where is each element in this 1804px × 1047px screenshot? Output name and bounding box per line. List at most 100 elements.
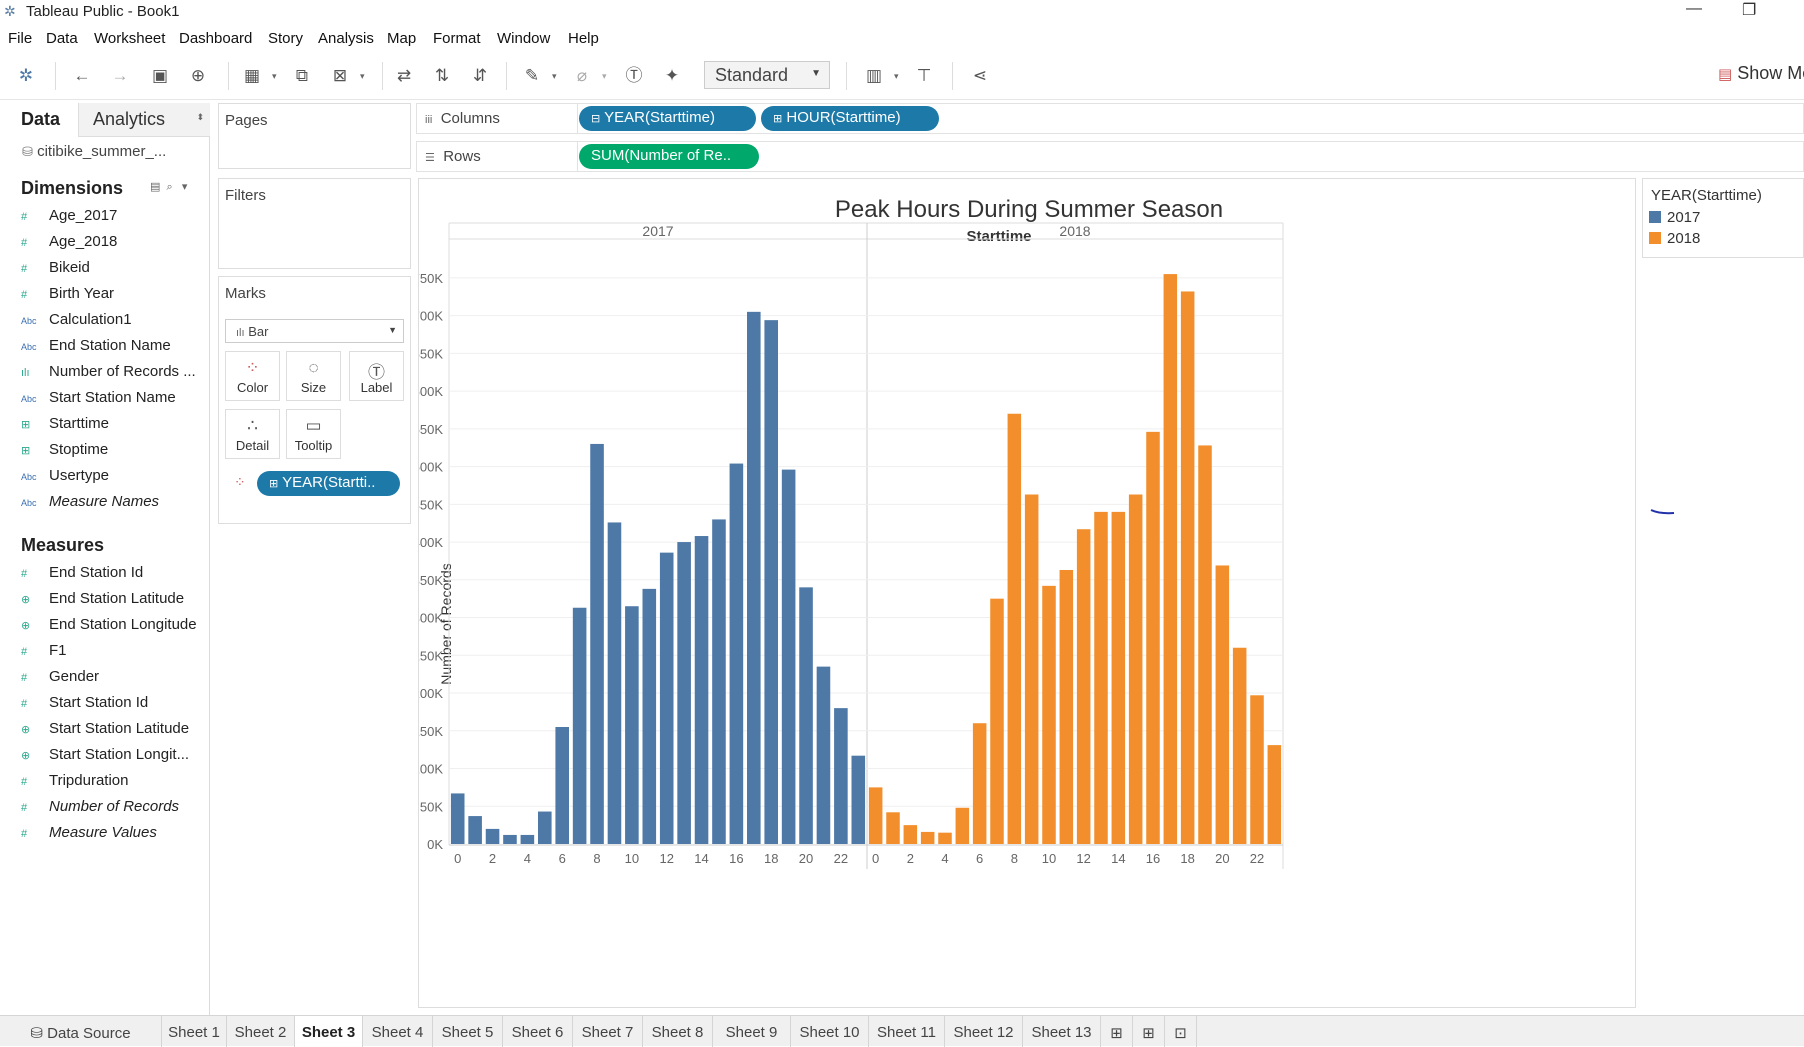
clear-sheet-caret-icon[interactable]: ▾: [360, 71, 365, 81]
view-list-icon[interactable]: ▤: [150, 181, 161, 193]
bar-2017-hour-2[interactable]: [485, 828, 500, 844]
mark-type-select[interactable]: ılı Bar ▼: [225, 319, 404, 343]
menu-window[interactable]: Window: [497, 30, 551, 47]
bar-2017-hour-18[interactable]: [764, 320, 779, 844]
tab-analytics[interactable]: Analytics ⬍: [78, 103, 210, 137]
tab-sheet[interactable]: Sheet 1: [162, 1016, 227, 1047]
restore-icon[interactable]: ❐: [1742, 2, 1757, 19]
bar-2017-hour-11[interactable]: [642, 588, 657, 844]
bar-2017-hour-3[interactable]: [503, 834, 517, 844]
bar-2017-hour-19[interactable]: [781, 469, 796, 844]
bar-2017-hour-13[interactable]: [677, 542, 691, 844]
group-members-icon[interactable]: ⌀: [576, 66, 588, 85]
new-worksheet-caret-icon[interactable]: ▾: [272, 71, 277, 81]
bar-2018-hour-15[interactable]: [1128, 494, 1143, 844]
tab-sheet[interactable]: Sheet 12: [945, 1016, 1023, 1047]
tab-sheet[interactable]: Sheet 2: [227, 1016, 295, 1047]
field-item[interactable]: ⊞ Stoptime: [21, 441, 108, 463]
new-worksheet-icon[interactable]: ⊞: [1101, 1016, 1133, 1047]
field-item[interactable]: Abc End Station Name: [21, 337, 171, 359]
tab-sheet[interactable]: Sheet 3: [295, 1016, 363, 1047]
menu-data[interactable]: Data: [46, 30, 78, 47]
bar-2017-hour-14[interactable]: [694, 536, 709, 844]
sort-ascending-icon[interactable]: ⇅: [434, 66, 450, 85]
tableau-home-icon[interactable]: ✲: [18, 66, 34, 85]
bar-2018-hour-10[interactable]: [1042, 585, 1056, 844]
bar-2017-hour-0[interactable]: [450, 793, 465, 844]
tab-data-source[interactable]: ⛁ Data Source: [0, 1016, 162, 1047]
highlight-caret-icon[interactable]: ▾: [552, 71, 557, 81]
field-item[interactable]: ılı Number of Records ...: [21, 363, 196, 385]
tab-sheet[interactable]: Sheet 10: [791, 1016, 869, 1047]
bar-2018-hour-20[interactable]: [1215, 565, 1230, 844]
tab-sheet[interactable]: Sheet 11: [869, 1016, 945, 1047]
menu-map[interactable]: Map: [387, 30, 417, 47]
tab-sheet[interactable]: Sheet 4: [363, 1016, 433, 1047]
new-worksheet-icon[interactable]: ▦: [243, 66, 261, 85]
show-me-button[interactable]: ▤ Show Me: [1718, 63, 1804, 84]
field-item[interactable]: ⊕ End Station Latitude: [21, 590, 184, 612]
bar-2017-hour-15[interactable]: [712, 519, 726, 844]
bar-2018-hour-22[interactable]: [1250, 695, 1264, 844]
pages-card[interactable]: Pages: [218, 103, 411, 169]
bar-2018-hour-2[interactable]: [903, 825, 918, 844]
bar-2018-hour-8[interactable]: [1007, 413, 1022, 844]
field-item[interactable]: ⊕ End Station Longitude: [21, 616, 197, 638]
bar-2018-hour-13[interactable]: [1094, 511, 1108, 844]
field-item[interactable]: Abc Usertype: [21, 467, 109, 489]
field-item[interactable]: # Age_2017: [21, 207, 117, 229]
share-icon[interactable]: ⋖: [972, 66, 988, 85]
bar-2018-hour-17[interactable]: [1163, 274, 1178, 844]
bar-2018-hour-23[interactable]: [1267, 745, 1282, 844]
bar-2018-hour-0[interactable]: [868, 787, 883, 844]
show-mark-labels-icon[interactable]: Ⓣ: [625, 66, 643, 85]
bar-2018-hour-3[interactable]: [920, 831, 935, 844]
bar-2017-hour-12[interactable]: [659, 552, 674, 844]
filters-card[interactable]: Filters: [218, 178, 411, 269]
clear-sheet-icon[interactable]: ⊠: [332, 66, 348, 85]
bar-2018-hour-14[interactable]: [1111, 511, 1126, 844]
field-item[interactable]: # End Station Id: [21, 564, 143, 586]
field-item[interactable]: # Gender: [21, 668, 99, 690]
sort-descending-icon[interactable]: ⇵: [472, 66, 488, 85]
bar-2017-hour-23[interactable]: [851, 755, 866, 844]
field-item[interactable]: # Start Station Id: [21, 694, 148, 716]
field-item[interactable]: Abc Measure Names: [21, 493, 159, 515]
bar-2017-hour-7[interactable]: [572, 607, 587, 844]
bar-2018-hour-19[interactable]: [1198, 445, 1212, 844]
bar-2017-hour-9[interactable]: [607, 522, 622, 844]
bar-2017-hour-16[interactable]: [729, 463, 744, 844]
field-item[interactable]: # Number of Records: [21, 798, 179, 820]
field-item[interactable]: Abc Calculation1: [21, 311, 132, 333]
fix-axes-caret-icon[interactable]: ▾: [894, 71, 899, 81]
bars[interactable]: [450, 274, 1282, 844]
fix-axes-icon[interactable]: ▥: [865, 66, 883, 85]
tab-sheet[interactable]: Sheet 8: [643, 1016, 713, 1047]
redo-icon[interactable]: →: [111, 66, 129, 85]
field-item[interactable]: # Birth Year: [21, 285, 114, 307]
new-story-icon[interactable]: ⊡: [1165, 1016, 1197, 1047]
color-legend[interactable]: YEAR(Starttime) 2017 2018: [1642, 178, 1804, 258]
bar-2017-hour-20[interactable]: [799, 587, 813, 844]
legend-item-2017[interactable]: 2017: [1649, 209, 1700, 226]
bar-2017-hour-8[interactable]: [590, 443, 604, 844]
marks-size-button[interactable]: ◌ Size: [286, 351, 341, 401]
marks-tooltip-button[interactable]: ▭ Tooltip: [286, 409, 341, 459]
bar-2018-hour-7[interactable]: [990, 598, 1004, 844]
bar-2017-hour-6[interactable]: [555, 727, 570, 844]
highlight-icon[interactable]: ✎: [524, 66, 540, 85]
bar-2018-hour-16[interactable]: [1146, 431, 1160, 844]
bar-2018-hour-18[interactable]: [1180, 291, 1195, 844]
tab-sheet[interactable]: Sheet 9: [713, 1016, 791, 1047]
bar-2017-hour-5[interactable]: [537, 811, 552, 844]
search-icon[interactable]: ⌕: [166, 181, 173, 193]
bar-2017-hour-10[interactable]: [625, 606, 639, 844]
chart-view[interactable]: Peak Hours During Summer Season Starttim…: [413, 178, 1636, 1008]
fit-select[interactable]: Standard ▼: [704, 61, 830, 89]
marks-label-button[interactable]: Ⓣ Label: [349, 351, 404, 401]
menu-file[interactable]: File: [8, 30, 33, 47]
bar-2017-hour-1[interactable]: [468, 816, 482, 844]
columns-pill-year[interactable]: ⊟ YEAR(Starttime): [579, 106, 756, 131]
menu-analysis[interactable]: Analysis: [318, 30, 374, 47]
field-item[interactable]: # F1: [21, 642, 67, 664]
